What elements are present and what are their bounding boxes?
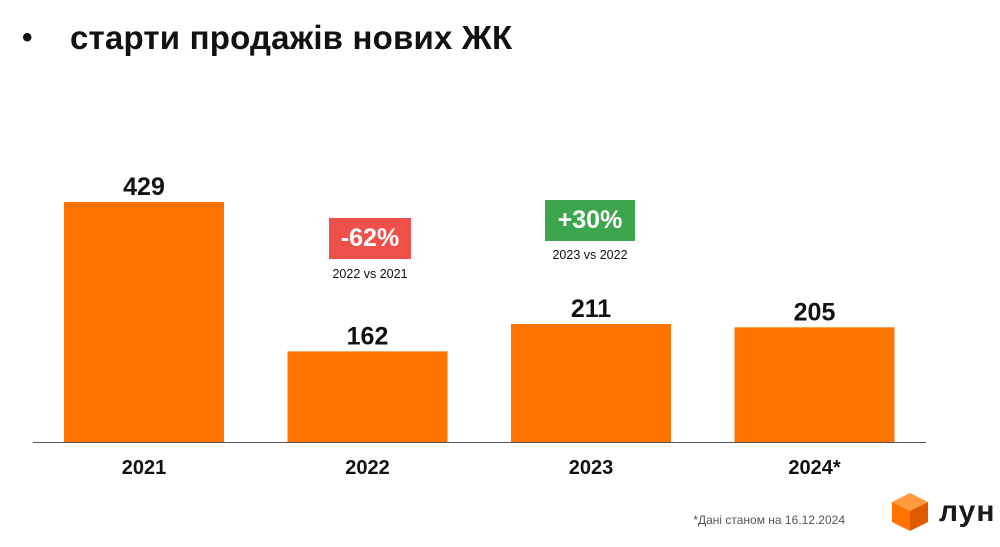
- brand-name: лун: [939, 495, 996, 528]
- bar-2021: [64, 202, 224, 442]
- bar-2023: [511, 323, 671, 442]
- data-label-2022: 162: [347, 322, 389, 350]
- cube-logo-icon: [892, 493, 928, 531]
- x-tick-label-2021: 2021: [122, 457, 167, 479]
- footnote: *Дані станом на 16.12.2024: [693, 513, 845, 527]
- x-tick-label-2023: 2023: [569, 457, 614, 479]
- change-badge-2023-value: +30%: [557, 206, 623, 234]
- change-badge-2022: -62%: [329, 218, 411, 259]
- change-badge-2023: +30%: [545, 200, 635, 241]
- title-row: • старти продажів нових ЖК: [22, 18, 512, 58]
- bar-2024*: [734, 327, 895, 442]
- data-label-2024*: 205: [794, 298, 836, 326]
- data-label-2023: 211: [571, 295, 611, 323]
- x-tick-label-2022: 2022: [345, 457, 390, 479]
- bar-2022: [287, 351, 448, 442]
- page-title: старти продажів нових ЖК: [70, 19, 513, 56]
- change-badge-2022-value: -62%: [340, 224, 400, 252]
- brand-logo: лун: [889, 490, 995, 534]
- change-badge-2023-note: 2023 vs 2022: [552, 248, 628, 262]
- title-bullet: •: [22, 21, 33, 54]
- x-tick-label-2024*: 2024*: [788, 457, 840, 479]
- data-label-2021: 429: [123, 173, 165, 201]
- change-badge-2022-note: 2022 vs 2021: [332, 267, 408, 281]
